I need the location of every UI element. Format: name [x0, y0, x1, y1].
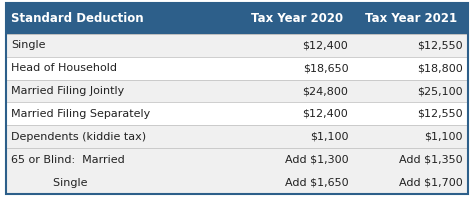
Text: $1,100: $1,100 — [310, 132, 348, 142]
FancyBboxPatch shape — [354, 80, 468, 102]
Text: $24,800: $24,800 — [302, 86, 348, 96]
FancyBboxPatch shape — [354, 148, 468, 171]
FancyBboxPatch shape — [354, 3, 468, 34]
Text: Tax Year 2021: Tax Year 2021 — [365, 12, 457, 25]
FancyBboxPatch shape — [6, 148, 239, 171]
FancyBboxPatch shape — [239, 125, 354, 148]
FancyBboxPatch shape — [6, 34, 239, 57]
Text: $18,800: $18,800 — [417, 63, 463, 73]
Text: Add $1,650: Add $1,650 — [285, 178, 348, 188]
Text: Single: Single — [11, 178, 88, 188]
Text: Married Filing Jointly: Married Filing Jointly — [11, 86, 125, 96]
FancyBboxPatch shape — [354, 34, 468, 57]
Text: Head of Household: Head of Household — [11, 63, 118, 73]
Text: $12,550: $12,550 — [417, 40, 463, 50]
Text: Add $1,300: Add $1,300 — [285, 155, 348, 165]
FancyBboxPatch shape — [6, 57, 239, 80]
Text: Married Filing Separately: Married Filing Separately — [11, 109, 151, 119]
FancyBboxPatch shape — [239, 102, 354, 125]
FancyBboxPatch shape — [354, 125, 468, 148]
FancyBboxPatch shape — [239, 171, 354, 194]
FancyBboxPatch shape — [354, 102, 468, 125]
Text: Add $1,350: Add $1,350 — [399, 155, 463, 165]
FancyBboxPatch shape — [6, 102, 239, 125]
Text: $12,550: $12,550 — [417, 109, 463, 119]
Text: $25,100: $25,100 — [417, 86, 463, 96]
FancyBboxPatch shape — [6, 125, 239, 148]
FancyBboxPatch shape — [239, 80, 354, 102]
FancyBboxPatch shape — [354, 171, 468, 194]
Text: 65 or Blind:  Married: 65 or Blind: Married — [11, 155, 125, 165]
Text: $18,650: $18,650 — [303, 63, 348, 73]
Text: Single: Single — [11, 40, 46, 50]
FancyBboxPatch shape — [6, 171, 239, 194]
Text: Standard Deduction: Standard Deduction — [11, 12, 144, 25]
Text: $12,400: $12,400 — [302, 109, 348, 119]
Text: Dependents (kiddie tax): Dependents (kiddie tax) — [11, 132, 146, 142]
Text: $1,100: $1,100 — [424, 132, 463, 142]
Text: Tax Year 2020: Tax Year 2020 — [251, 12, 343, 25]
FancyBboxPatch shape — [239, 57, 354, 80]
Text: $12,400: $12,400 — [302, 40, 348, 50]
FancyBboxPatch shape — [239, 3, 354, 34]
FancyBboxPatch shape — [6, 3, 239, 34]
FancyBboxPatch shape — [239, 34, 354, 57]
FancyBboxPatch shape — [239, 148, 354, 171]
FancyBboxPatch shape — [6, 80, 239, 102]
Text: Add $1,700: Add $1,700 — [399, 178, 463, 188]
FancyBboxPatch shape — [354, 57, 468, 80]
